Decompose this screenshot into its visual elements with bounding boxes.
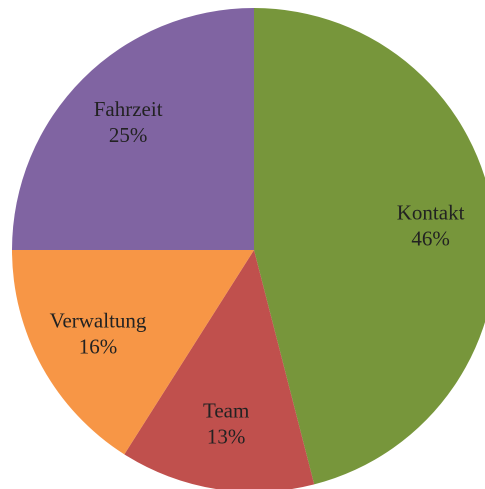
slice-label: Team [203, 399, 249, 423]
pie-slice [124, 250, 315, 489]
slice-value-label: 16% [79, 335, 118, 359]
slice-label: Fahrzeit [94, 97, 163, 121]
slice-value-label: 46% [411, 227, 450, 251]
pie-slice [12, 8, 254, 250]
pie-slice [254, 8, 485, 485]
pie-slice [12, 250, 254, 455]
slice-label: Kontakt [397, 201, 465, 225]
slice-value-label: 13% [207, 425, 246, 449]
slice-value-label: 25% [109, 123, 148, 147]
slice-label: Verwaltung [50, 309, 147, 333]
